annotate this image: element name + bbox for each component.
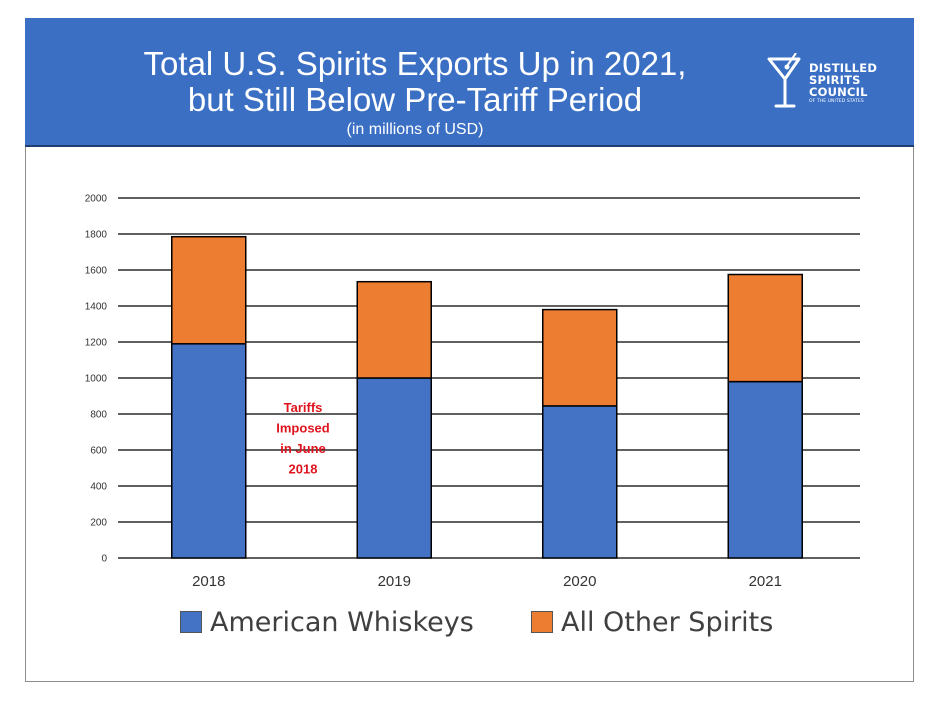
bar-2019-all-other-spirits bbox=[356, 280, 432, 379]
tariff-annotation: Tariffs Imposed in June 2018 bbox=[276, 400, 330, 477]
chart-title-line-2: but Still Below Pre-Tariff Period bbox=[187, 81, 643, 118]
legend-swatch-all-other-spirits bbox=[531, 611, 553, 633]
axis-ticks: 0 200 400 600 800 1000 1200 1400 1600 1800 2000 201… bbox=[85, 194, 782, 591]
distilled-spirits-council-logo: DISTILLED SPIRITS COUNCIL OF THE UNITED … bbox=[765, 52, 885, 113]
y-tick-label-1600: 1600 bbox=[85, 266, 108, 277]
annotation-line-1: Tariffs bbox=[284, 400, 323, 415]
annotation-line-3: in June bbox=[280, 441, 326, 456]
bar-2018-american-whiskeys bbox=[171, 343, 247, 559]
legend-swatch-american-whiskeys bbox=[180, 611, 202, 633]
legend-label-all-other-spirits: All Other Spirits bbox=[561, 606, 774, 638]
y-tick-label-1200: 1200 bbox=[85, 338, 108, 349]
y-tick-label-1000: 1000 bbox=[85, 374, 108, 385]
bar-2018-all-other-spirits bbox=[171, 235, 247, 345]
x-tick-label-2019: 2019 bbox=[378, 573, 411, 590]
title-banner: Total U.S. Spirits Exports Up in 2021, b… bbox=[25, 18, 914, 147]
y-tick-label-200: 200 bbox=[90, 518, 107, 529]
annotation-line-2: Imposed bbox=[276, 421, 330, 436]
chart-subtitle: (in millions of USD) bbox=[346, 121, 484, 138]
y-tick-label-600: 600 bbox=[90, 446, 107, 457]
logo-subtext: OF THE UNITED STATES bbox=[809, 99, 864, 104]
y-tick-label-1400: 1400 bbox=[85, 302, 108, 313]
y-tick-label-400: 400 bbox=[90, 482, 107, 493]
y-tick-label-2000: 2000 bbox=[85, 194, 108, 205]
logo-wordmark: DISTILLED SPIRITS COUNCIL bbox=[809, 62, 877, 98]
legend-item-american-whiskeys: American Whiskeys bbox=[180, 604, 474, 640]
x-tick-label-2018: 2018 bbox=[192, 573, 225, 590]
bar-2019-american-whiskeys bbox=[356, 377, 432, 559]
y-tick-label-0: 0 bbox=[101, 554, 107, 565]
logo-line-1: DISTILLED bbox=[809, 61, 878, 75]
bar-2021-american-whiskeys bbox=[727, 380, 803, 559]
martini-glass-icon bbox=[767, 52, 801, 108]
bar-2021-all-other-spirits bbox=[727, 273, 803, 383]
legend-item-all-other-spirits: All Other Spirits bbox=[531, 604, 773, 640]
bars bbox=[171, 235, 803, 559]
bar-2020-american-whiskeys bbox=[542, 405, 618, 559]
bar-2020-all-other-spirits bbox=[542, 308, 618, 407]
logo-line-2: SPIRITS bbox=[809, 73, 861, 87]
annotation-line-4: 2018 bbox=[289, 462, 318, 477]
y-tick-label-1800: 1800 bbox=[85, 230, 108, 241]
x-tick-label-2020: 2020 bbox=[563, 573, 596, 590]
y-tick-label-800: 800 bbox=[90, 410, 107, 421]
x-tick-label-2021: 2021 bbox=[749, 573, 782, 590]
logo-line-3: COUNCIL bbox=[809, 85, 868, 99]
legend-label-american-whiskeys: American Whiskeys bbox=[210, 606, 474, 638]
chart-title-line-1: Total U.S. Spirits Exports Up in 2021, bbox=[143, 45, 687, 82]
